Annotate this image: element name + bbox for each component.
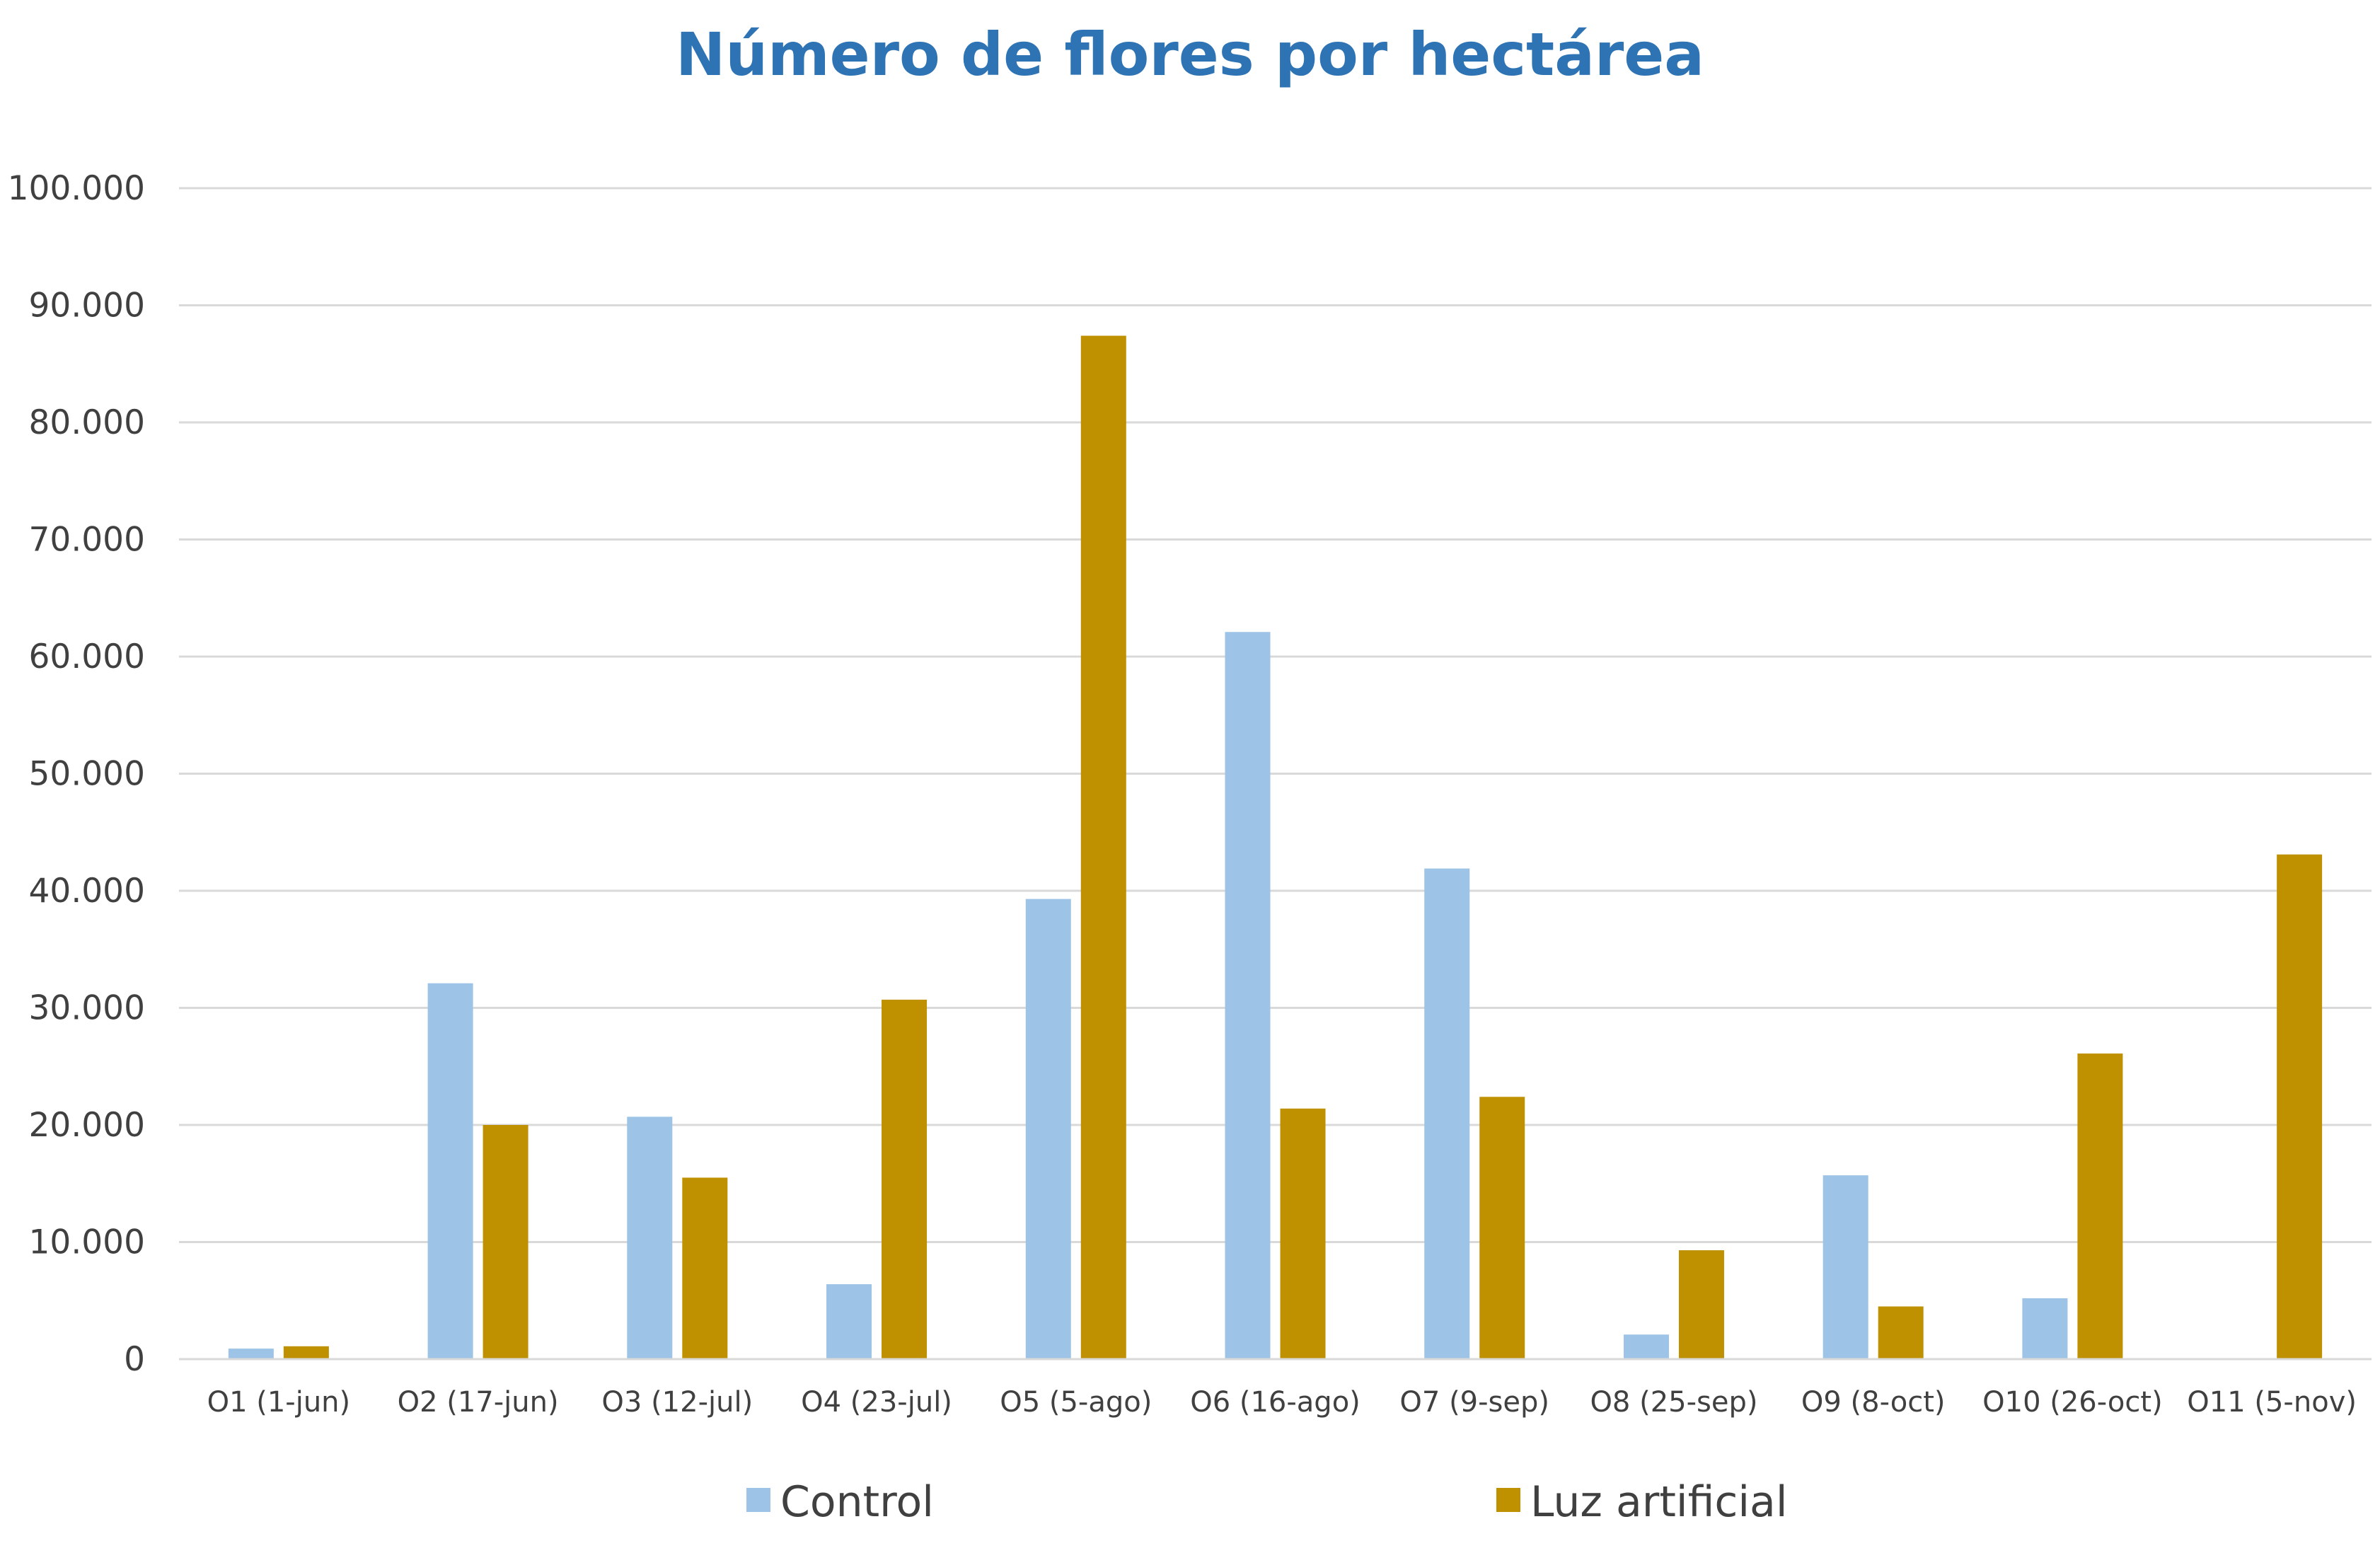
- y-tick-label: 90.000: [29, 287, 145, 325]
- legend: Control Luz artificial: [746, 1477, 1788, 1527]
- bar-luz-artificial: [2077, 1053, 2123, 1359]
- bar-luz-artificial: [483, 1125, 528, 1359]
- bars: [228, 335, 2323, 1359]
- bar-luz-artificial: [1678, 1250, 1724, 1359]
- bar-luz-artificial: [1878, 1306, 1924, 1359]
- y-axis-ticks: 0 10.000 20.000 30.000 40.000 50.000 60.000 70.…: [8, 169, 145, 1379]
- bar-control: [627, 1116, 673, 1359]
- y-tick-label: 0: [124, 1340, 145, 1379]
- x-category-label: O6 (16-ago): [1190, 1386, 1361, 1419]
- legend-label: Control: [780, 1477, 934, 1527]
- x-category-label: O5 (5-ago): [1000, 1386, 1152, 1419]
- x-axis-categories: O1 (1-jun) O2 (17-jun) O3 (12-jul) O4 (23-j…: [207, 1386, 2357, 1419]
- y-tick-label: 60.000: [29, 637, 145, 676]
- y-tick-label: 100.000: [8, 169, 145, 208]
- gridlines: [179, 187, 2372, 1243]
- x-category-label: O8 (25-sep): [1590, 1386, 1757, 1419]
- bar-control: [1225, 632, 1271, 1359]
- bar-control: [1623, 1334, 1669, 1359]
- x-category-label: O9 (8-oct): [1801, 1386, 1946, 1419]
- bar-luz-artificial: [882, 999, 928, 1359]
- bar-control: [2022, 1298, 2068, 1359]
- x-category-label: O7 (9-sep): [1399, 1386, 1549, 1419]
- bar-luz-artificial: [2277, 854, 2323, 1359]
- bar-control: [228, 1349, 274, 1359]
- x-category-label: O4 (23-jul): [801, 1386, 952, 1419]
- x-category-label: O3 (12-jul): [601, 1386, 753, 1419]
- bar-control: [427, 983, 473, 1359]
- y-tick-label: 30.000: [29, 989, 145, 1028]
- bar-luz-artificial: [283, 1346, 329, 1359]
- bar-control: [1025, 899, 1071, 1359]
- y-tick-label: 40.000: [29, 872, 145, 911]
- legend-swatch: [746, 1488, 770, 1512]
- x-category-label: O11 (5-nov): [2187, 1386, 2357, 1419]
- x-category-label: O10 (26-oct): [1982, 1386, 2163, 1419]
- chart-title: Número de flores por hectárea: [676, 20, 1704, 89]
- y-tick-label: 50.000: [29, 755, 145, 794]
- bar-control: [1424, 868, 1470, 1359]
- y-tick-label: 80.000: [29, 403, 145, 442]
- bar-luz-artificial: [682, 1177, 728, 1359]
- bar-control: [826, 1284, 872, 1359]
- bar-control: [1822, 1175, 1868, 1359]
- bar-luz-artificial: [1280, 1108, 1326, 1359]
- bar-luz-artificial: [1479, 1097, 1525, 1359]
- x-category-label: O2 (17-jun): [398, 1386, 559, 1419]
- x-category-label: O1 (1-jun): [207, 1386, 351, 1419]
- y-tick-label: 10.000: [29, 1223, 145, 1262]
- bar-luz-artificial: [1080, 335, 1126, 1359]
- y-tick-label: 20.000: [29, 1106, 145, 1145]
- y-tick-label: 70.000: [29, 521, 145, 560]
- legend-label: Luz artificial: [1530, 1477, 1788, 1527]
- legend-swatch: [1496, 1488, 1520, 1512]
